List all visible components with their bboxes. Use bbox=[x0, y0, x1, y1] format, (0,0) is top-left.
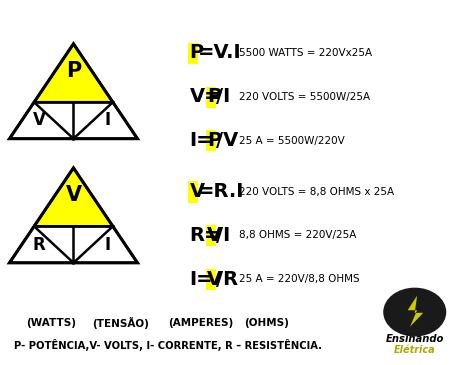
Text: Ensinando: Ensinando bbox=[385, 334, 444, 345]
Polygon shape bbox=[34, 44, 113, 102]
FancyBboxPatch shape bbox=[206, 225, 216, 246]
Text: (WATTS): (WATTS) bbox=[26, 318, 76, 328]
Text: I: I bbox=[105, 235, 111, 254]
Text: V=: V= bbox=[190, 87, 221, 106]
Text: P: P bbox=[66, 61, 81, 81]
Text: R=: R= bbox=[190, 226, 221, 245]
Text: /I: /I bbox=[216, 87, 230, 106]
FancyBboxPatch shape bbox=[206, 130, 216, 151]
Text: I=: I= bbox=[190, 131, 213, 150]
Polygon shape bbox=[9, 102, 73, 139]
Text: P- POTÊNCIA,V- VOLTS, I- CORRENTE, R – RESISTÊNCIA.: P- POTÊNCIA,V- VOLTS, I- CORRENTE, R – R… bbox=[14, 339, 322, 351]
FancyBboxPatch shape bbox=[188, 181, 198, 203]
Text: P: P bbox=[207, 87, 221, 106]
Polygon shape bbox=[9, 226, 73, 263]
Text: 25 A = 220V/8,8 OHMS: 25 A = 220V/8,8 OHMS bbox=[239, 274, 359, 284]
Text: Elétrica: Elétrica bbox=[394, 345, 436, 356]
Text: 5500 WATTS = 220Vx25A: 5500 WATTS = 220Vx25A bbox=[239, 48, 372, 58]
Text: V: V bbox=[207, 270, 222, 289]
Text: 25 A = 5500W/220V: 25 A = 5500W/220V bbox=[239, 135, 345, 146]
Text: (AMPERES): (AMPERES) bbox=[168, 318, 234, 328]
Polygon shape bbox=[408, 296, 423, 327]
Text: V: V bbox=[65, 185, 82, 205]
Text: (OHMS): (OHMS) bbox=[244, 318, 289, 328]
FancyBboxPatch shape bbox=[188, 43, 198, 64]
Text: /R: /R bbox=[216, 270, 238, 289]
Text: I: I bbox=[105, 111, 111, 130]
Text: P: P bbox=[207, 131, 221, 150]
Circle shape bbox=[384, 288, 446, 336]
Text: /I: /I bbox=[216, 226, 230, 245]
Text: /V: /V bbox=[216, 131, 238, 150]
Text: V: V bbox=[207, 226, 222, 245]
Text: 220 VOLTS = 8,8 OHMS x 25A: 220 VOLTS = 8,8 OHMS x 25A bbox=[239, 187, 394, 197]
Text: 220 VOLTS = 5500W/25A: 220 VOLTS = 5500W/25A bbox=[239, 92, 370, 102]
Text: (TENSÃO): (TENSÃO) bbox=[92, 317, 149, 329]
Text: =V.I: =V.I bbox=[198, 43, 242, 62]
Polygon shape bbox=[34, 168, 113, 226]
Text: R: R bbox=[33, 235, 46, 254]
Text: V: V bbox=[190, 182, 205, 201]
Text: V: V bbox=[33, 111, 46, 130]
FancyBboxPatch shape bbox=[206, 269, 216, 290]
FancyBboxPatch shape bbox=[206, 87, 216, 108]
Text: =R.I: =R.I bbox=[198, 182, 245, 201]
Text: I=: I= bbox=[190, 270, 213, 289]
Polygon shape bbox=[73, 102, 137, 139]
Polygon shape bbox=[73, 226, 137, 263]
Text: P: P bbox=[190, 43, 204, 62]
Text: 8,8 OHMS = 220V/25A: 8,8 OHMS = 220V/25A bbox=[239, 230, 356, 241]
